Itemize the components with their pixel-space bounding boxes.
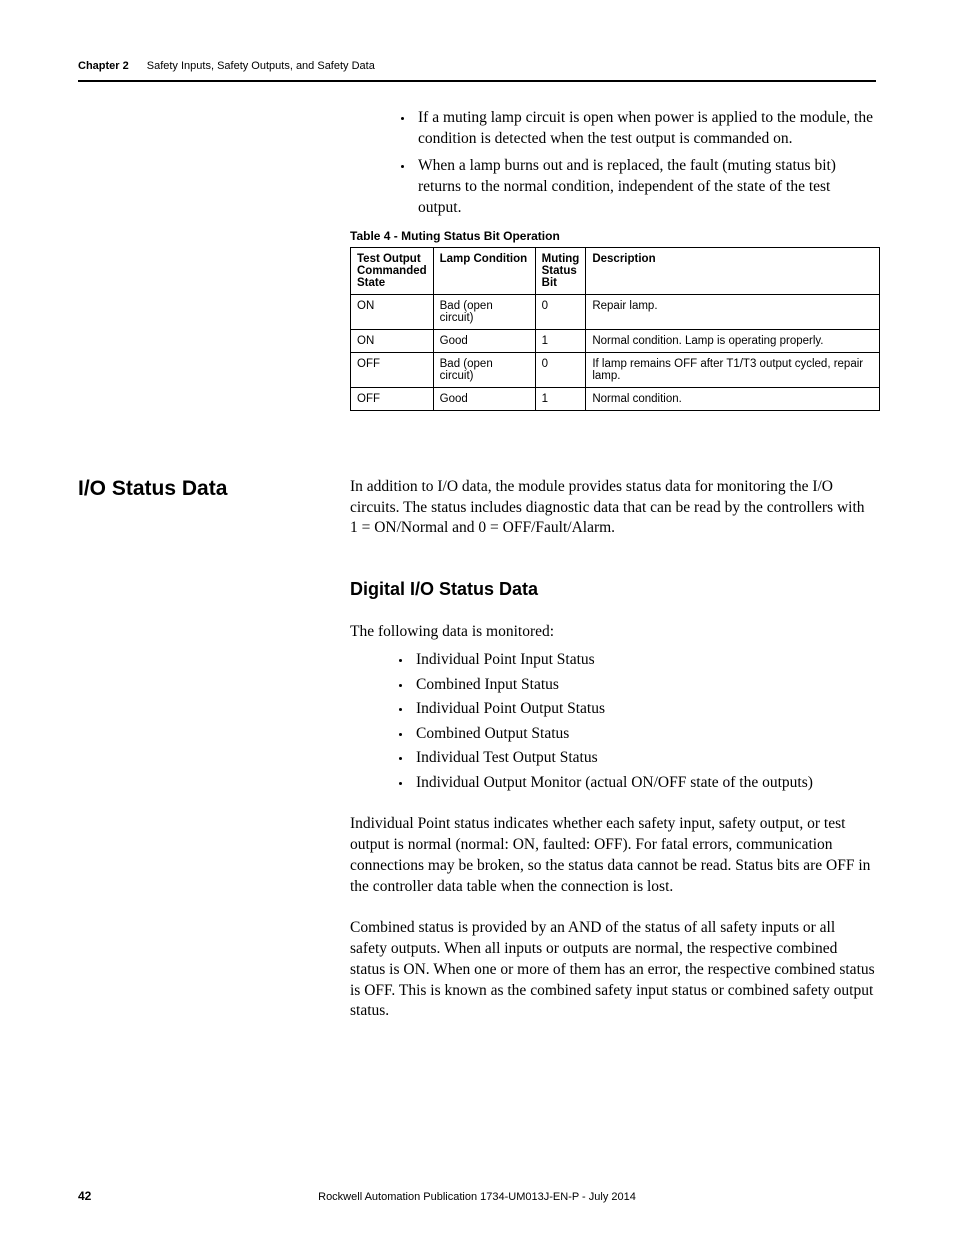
subsection-heading: Digital I/O Status Data: [350, 579, 876, 600]
table-cell: Repair lamp.: [586, 294, 880, 329]
table-cell: Normal condition. Lamp is operating prop…: [586, 329, 880, 352]
chapter-label: Chapter 2: [78, 60, 129, 72]
table-row: OFF Good 1 Normal condition.: [351, 387, 880, 410]
chapter-title: Safety Inputs, Safety Outputs, and Safet…: [147, 60, 375, 72]
list-item: Combined Output Status: [412, 723, 876, 745]
section-intro: In addition to I/O data, the module prov…: [350, 477, 876, 540]
page-content: If a muting lamp circuit is open when po…: [78, 108, 876, 1022]
table-cell: Good: [433, 329, 535, 352]
table-header-row: Test Output Commanded State Lamp Conditi…: [351, 247, 880, 294]
table-row: ON Good 1 Normal condition. Lamp is oper…: [351, 329, 880, 352]
paragraph: Individual Point status indicates whethe…: [350, 814, 876, 898]
table-cell: OFF: [351, 387, 434, 410]
page-header: Chapter 2 Safety Inputs, Safety Outputs,…: [78, 56, 876, 82]
paragraph: Combined status is provided by an AND of…: [350, 918, 876, 1023]
list-item: Individual Test Output Status: [412, 747, 876, 769]
table-cell: Bad (open circuit): [433, 352, 535, 387]
table-cell: 1: [535, 329, 586, 352]
table-cell: ON: [351, 294, 434, 329]
table-header: Lamp Condition: [433, 247, 535, 294]
table-cell: 1: [535, 387, 586, 410]
list-item: Combined Input Status: [412, 674, 876, 696]
list-item: When a lamp burns out and is replaced, t…: [414, 156, 876, 219]
table-caption: Table 4 - Muting Status Bit Operation: [350, 229, 876, 243]
table-cell: Bad (open circuit): [433, 294, 535, 329]
table-row: ON Bad (open circuit) 0 Repair lamp.: [351, 294, 880, 329]
list-item: Individual Output Monitor (actual ON/OFF…: [412, 772, 876, 794]
table-cell: OFF: [351, 352, 434, 387]
intro-bullets: If a muting lamp circuit is open when po…: [374, 108, 876, 219]
monitored-list: Individual Point Input Status Combined I…: [376, 649, 876, 794]
table-header: Test Output Commanded State: [351, 247, 434, 294]
table-row: OFF Bad (open circuit) 0 If lamp remains…: [351, 352, 880, 387]
list-item: Individual Point Output Status: [412, 698, 876, 720]
table-cell: Normal condition.: [586, 387, 880, 410]
table-cell: ON: [351, 329, 434, 352]
section-heading: I/O Status Data: [78, 477, 350, 540]
table-header: Description: [586, 247, 880, 294]
table-cell: 0: [535, 294, 586, 329]
table-cell: 0: [535, 352, 586, 387]
muting-status-table: Test Output Commanded State Lamp Conditi…: [350, 247, 880, 411]
table-cell: If lamp remains OFF after T1/T3 output c…: [586, 352, 880, 387]
list-item: Individual Point Input Status: [412, 649, 876, 671]
footer-publication: Rockwell Automation Publication 1734-UM0…: [78, 1191, 876, 1203]
section-row: I/O Status Data In addition to I/O data,…: [78, 477, 876, 540]
table-header: Muting Status Bit: [535, 247, 586, 294]
table-cell: Good: [433, 387, 535, 410]
list-item: If a muting lamp circuit is open when po…: [414, 108, 876, 150]
subsection-lead: The following data is monitored:: [350, 622, 876, 643]
